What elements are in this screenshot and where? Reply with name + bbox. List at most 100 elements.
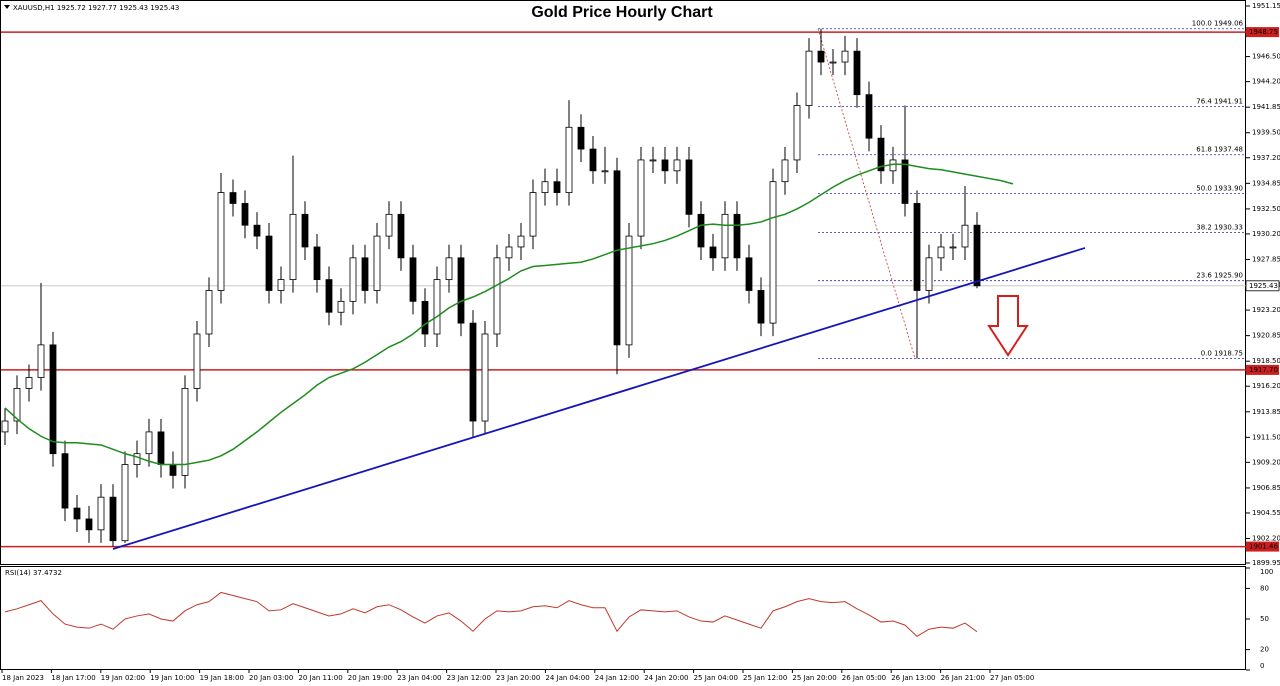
y-tick-label: 1937.20 (1252, 154, 1280, 162)
candle-body (577, 126, 585, 150)
candle-body (385, 213, 393, 237)
x-tick-label: 24 Jan 20:00 (644, 674, 688, 682)
candle-body (913, 203, 921, 291)
candle-body (769, 181, 777, 324)
candle-body (109, 496, 117, 542)
candle-body (49, 344, 57, 455)
y-tick-label: 1909.20 (1252, 458, 1280, 466)
fib-label: 38.2 1930.33 (1196, 223, 1243, 231)
candle-body (13, 387, 21, 422)
candle-body (613, 170, 621, 346)
candle-body (493, 257, 501, 335)
x-tick-label: 23 Jan 20:00 (496, 674, 540, 682)
x-tick-label: 18 Jan 17:00 (51, 674, 95, 682)
level-tag (1246, 27, 1279, 38)
level-label: 1917.70 (1249, 366, 1278, 374)
level-label: 1948.75 (1249, 28, 1278, 36)
x-tick-label: 19 Jan 18:00 (200, 674, 244, 682)
x-tick-label: 25 Jan 20:00 (792, 674, 836, 682)
fib-label: 100.0 1949.06 (1192, 20, 1244, 28)
candle-body (469, 322, 477, 422)
candle-body (409, 257, 417, 302)
candle-body (697, 213, 705, 248)
rsi-label: RSI(14) 37.4732 (5, 569, 62, 577)
fib-label: 61.8 1937.48 (1196, 146, 1243, 154)
candle-body (397, 213, 405, 259)
x-tick-label: 20 Jan 11:00 (298, 674, 342, 682)
y-tick-label: 1944.20 (1252, 78, 1280, 86)
rsi-tick-label: 80 (1260, 584, 1269, 592)
candle-body (289, 213, 297, 281)
y-tick-label: 1927.85 (1252, 255, 1280, 263)
candle-body (457, 257, 465, 324)
x-tick-label: 23 Jan 12:00 (447, 674, 491, 682)
level-tag (1246, 364, 1279, 375)
candle-body (721, 213, 729, 259)
candle-body (97, 496, 105, 531)
candle-body (541, 181, 549, 193)
candle-body (817, 50, 825, 63)
candle-body (445, 257, 453, 281)
main-panel (0, 0, 1246, 565)
candle-body (61, 453, 69, 509)
x-tick-label: 26 Jan 05:00 (842, 674, 886, 682)
y-tick-label: 1916.20 (1252, 382, 1280, 390)
current-price-tag (1245, 280, 1280, 292)
candle-body (949, 246, 957, 249)
x-tick-label: 26 Jan 13:00 (891, 674, 935, 682)
symbol-header: XAUUSD,H1 1925.72 1927.77 1925.43 1925.4… (13, 4, 179, 12)
candle-body (361, 257, 369, 291)
candle-body (505, 246, 513, 259)
y-tick-label: 1932.50 (1252, 205, 1280, 213)
candle-body (121, 464, 129, 542)
y-tick-label: 1902.20 (1252, 535, 1280, 543)
rsi-panel (0, 566, 1246, 670)
candle-body (169, 464, 177, 476)
candle-body (853, 50, 861, 96)
y-tick-label: 1911.50 (1252, 433, 1280, 441)
candle-body (349, 257, 357, 302)
y-tick-label: 1904.55 (1252, 509, 1280, 517)
y-tick-label: 1951.15 (1252, 2, 1280, 10)
rsi-tick-label: 50 (1260, 615, 1269, 623)
candle-body (661, 159, 669, 172)
x-tick-label: 24 Jan 04:00 (545, 674, 589, 682)
candle-body (37, 344, 45, 378)
x-tick-label: 25 Jan 04:00 (694, 674, 738, 682)
x-tick-label: 27 Jan 05:00 (990, 674, 1034, 682)
chart-title: Gold Price Hourly Chart (531, 4, 713, 21)
candle-body (757, 290, 765, 324)
rsi-line (4, 591, 978, 637)
candle-body (733, 213, 741, 259)
x-tick-label: 18 Jan 2023 (2, 674, 44, 682)
candle-body (565, 126, 573, 193)
candle-body (601, 170, 609, 173)
moving-average (4, 163, 1014, 466)
candle-body (73, 507, 81, 520)
candle-body (625, 235, 633, 346)
x-tick-label: 25 Jan 12:00 (743, 674, 787, 682)
rsi-tick-label: 100 (1260, 568, 1273, 576)
candle-body (589, 148, 597, 172)
level-label: 1901.46 (1249, 543, 1278, 551)
candle-body (781, 159, 789, 183)
down-arrow (987, 295, 1029, 357)
fib-label: 0.0 1918.75 (1201, 349, 1243, 357)
candle-body (145, 431, 153, 455)
candle-body (229, 192, 237, 204)
candle-body (865, 94, 873, 139)
x-tick-label: 19 Jan 02:00 (101, 674, 145, 682)
candle-body (877, 137, 885, 172)
candle-body (805, 50, 813, 106)
trendline (112, 247, 1086, 550)
y-tick-label: 1920.85 (1252, 332, 1280, 340)
candle-body (421, 300, 429, 335)
candle-body (253, 224, 261, 237)
candle-body (373, 235, 381, 291)
candle-body (901, 159, 909, 204)
candle-body (433, 279, 441, 335)
menu-triangle (4, 5, 10, 9)
candle-body (337, 300, 345, 313)
